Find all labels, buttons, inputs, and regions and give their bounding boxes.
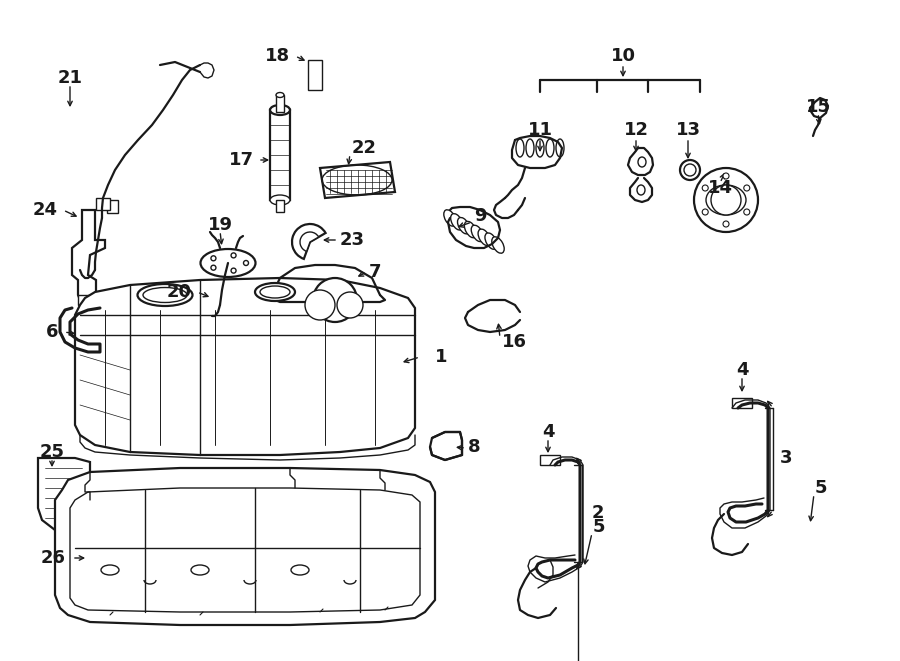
Ellipse shape bbox=[276, 93, 284, 98]
Ellipse shape bbox=[201, 249, 256, 277]
Text: 19: 19 bbox=[208, 216, 232, 234]
Ellipse shape bbox=[684, 164, 696, 176]
Text: 21: 21 bbox=[58, 69, 83, 87]
Polygon shape bbox=[320, 162, 395, 198]
Polygon shape bbox=[107, 200, 118, 213]
Polygon shape bbox=[270, 110, 290, 200]
Ellipse shape bbox=[193, 288, 243, 316]
Text: 5: 5 bbox=[815, 479, 827, 497]
Circle shape bbox=[313, 278, 357, 322]
Circle shape bbox=[711, 185, 741, 215]
Ellipse shape bbox=[451, 214, 464, 230]
Ellipse shape bbox=[706, 185, 746, 215]
Text: 17: 17 bbox=[229, 151, 254, 169]
Circle shape bbox=[211, 265, 216, 270]
Text: 23: 23 bbox=[340, 231, 365, 249]
Circle shape bbox=[305, 290, 335, 320]
Text: 10: 10 bbox=[610, 47, 635, 65]
Ellipse shape bbox=[516, 139, 524, 157]
Text: 15: 15 bbox=[806, 98, 831, 116]
Polygon shape bbox=[78, 295, 100, 305]
Text: 22: 22 bbox=[352, 139, 377, 157]
Ellipse shape bbox=[491, 237, 504, 253]
Polygon shape bbox=[75, 278, 415, 455]
Polygon shape bbox=[276, 95, 284, 112]
Circle shape bbox=[723, 173, 729, 179]
Ellipse shape bbox=[191, 565, 209, 575]
Text: 4: 4 bbox=[736, 361, 748, 379]
Ellipse shape bbox=[457, 217, 470, 234]
Circle shape bbox=[702, 185, 708, 191]
Text: 5: 5 bbox=[593, 518, 606, 536]
Ellipse shape bbox=[546, 139, 554, 157]
Polygon shape bbox=[70, 488, 420, 612]
Ellipse shape bbox=[680, 160, 700, 180]
Text: 14: 14 bbox=[707, 179, 733, 197]
Circle shape bbox=[694, 168, 758, 232]
Circle shape bbox=[244, 260, 248, 266]
Circle shape bbox=[702, 209, 708, 215]
Wedge shape bbox=[300, 232, 319, 251]
Text: 26: 26 bbox=[41, 549, 66, 567]
Polygon shape bbox=[732, 398, 752, 408]
Text: 13: 13 bbox=[676, 121, 700, 139]
Circle shape bbox=[723, 221, 729, 227]
Text: 18: 18 bbox=[265, 47, 290, 65]
Circle shape bbox=[211, 256, 216, 261]
Ellipse shape bbox=[485, 233, 498, 249]
Ellipse shape bbox=[260, 286, 290, 298]
Ellipse shape bbox=[270, 195, 290, 205]
Polygon shape bbox=[308, 60, 322, 90]
Wedge shape bbox=[292, 224, 326, 259]
Text: 24: 24 bbox=[33, 201, 58, 219]
Text: 2: 2 bbox=[592, 504, 605, 522]
Text: 4: 4 bbox=[542, 423, 554, 441]
Polygon shape bbox=[96, 198, 110, 210]
Ellipse shape bbox=[536, 139, 544, 157]
Ellipse shape bbox=[464, 221, 477, 238]
Text: 9: 9 bbox=[474, 207, 487, 225]
Ellipse shape bbox=[291, 565, 309, 575]
Text: 1: 1 bbox=[435, 348, 447, 366]
Circle shape bbox=[231, 253, 236, 258]
Text: 6: 6 bbox=[46, 323, 58, 341]
Ellipse shape bbox=[637, 185, 645, 195]
Ellipse shape bbox=[526, 139, 534, 157]
Ellipse shape bbox=[472, 225, 483, 242]
Text: 12: 12 bbox=[624, 121, 649, 139]
Text: 8: 8 bbox=[468, 438, 481, 456]
Ellipse shape bbox=[143, 288, 187, 303]
Ellipse shape bbox=[638, 157, 646, 167]
Ellipse shape bbox=[478, 229, 491, 245]
Ellipse shape bbox=[556, 139, 564, 157]
Polygon shape bbox=[38, 458, 90, 530]
Circle shape bbox=[231, 268, 236, 273]
Text: 7: 7 bbox=[369, 263, 382, 281]
Ellipse shape bbox=[101, 565, 119, 575]
Circle shape bbox=[743, 209, 750, 215]
Ellipse shape bbox=[444, 210, 456, 226]
Text: 3: 3 bbox=[780, 449, 793, 467]
Text: 20: 20 bbox=[167, 283, 192, 301]
Ellipse shape bbox=[270, 105, 290, 115]
Polygon shape bbox=[276, 200, 284, 212]
Circle shape bbox=[337, 292, 363, 318]
Text: 16: 16 bbox=[502, 333, 527, 351]
Polygon shape bbox=[430, 432, 462, 460]
Polygon shape bbox=[55, 468, 435, 625]
Ellipse shape bbox=[138, 284, 193, 306]
Text: 25: 25 bbox=[40, 443, 65, 461]
Ellipse shape bbox=[255, 283, 295, 301]
Polygon shape bbox=[540, 455, 560, 465]
Text: 11: 11 bbox=[527, 121, 553, 139]
Circle shape bbox=[743, 185, 750, 191]
Polygon shape bbox=[72, 210, 105, 300]
Ellipse shape bbox=[199, 292, 237, 312]
